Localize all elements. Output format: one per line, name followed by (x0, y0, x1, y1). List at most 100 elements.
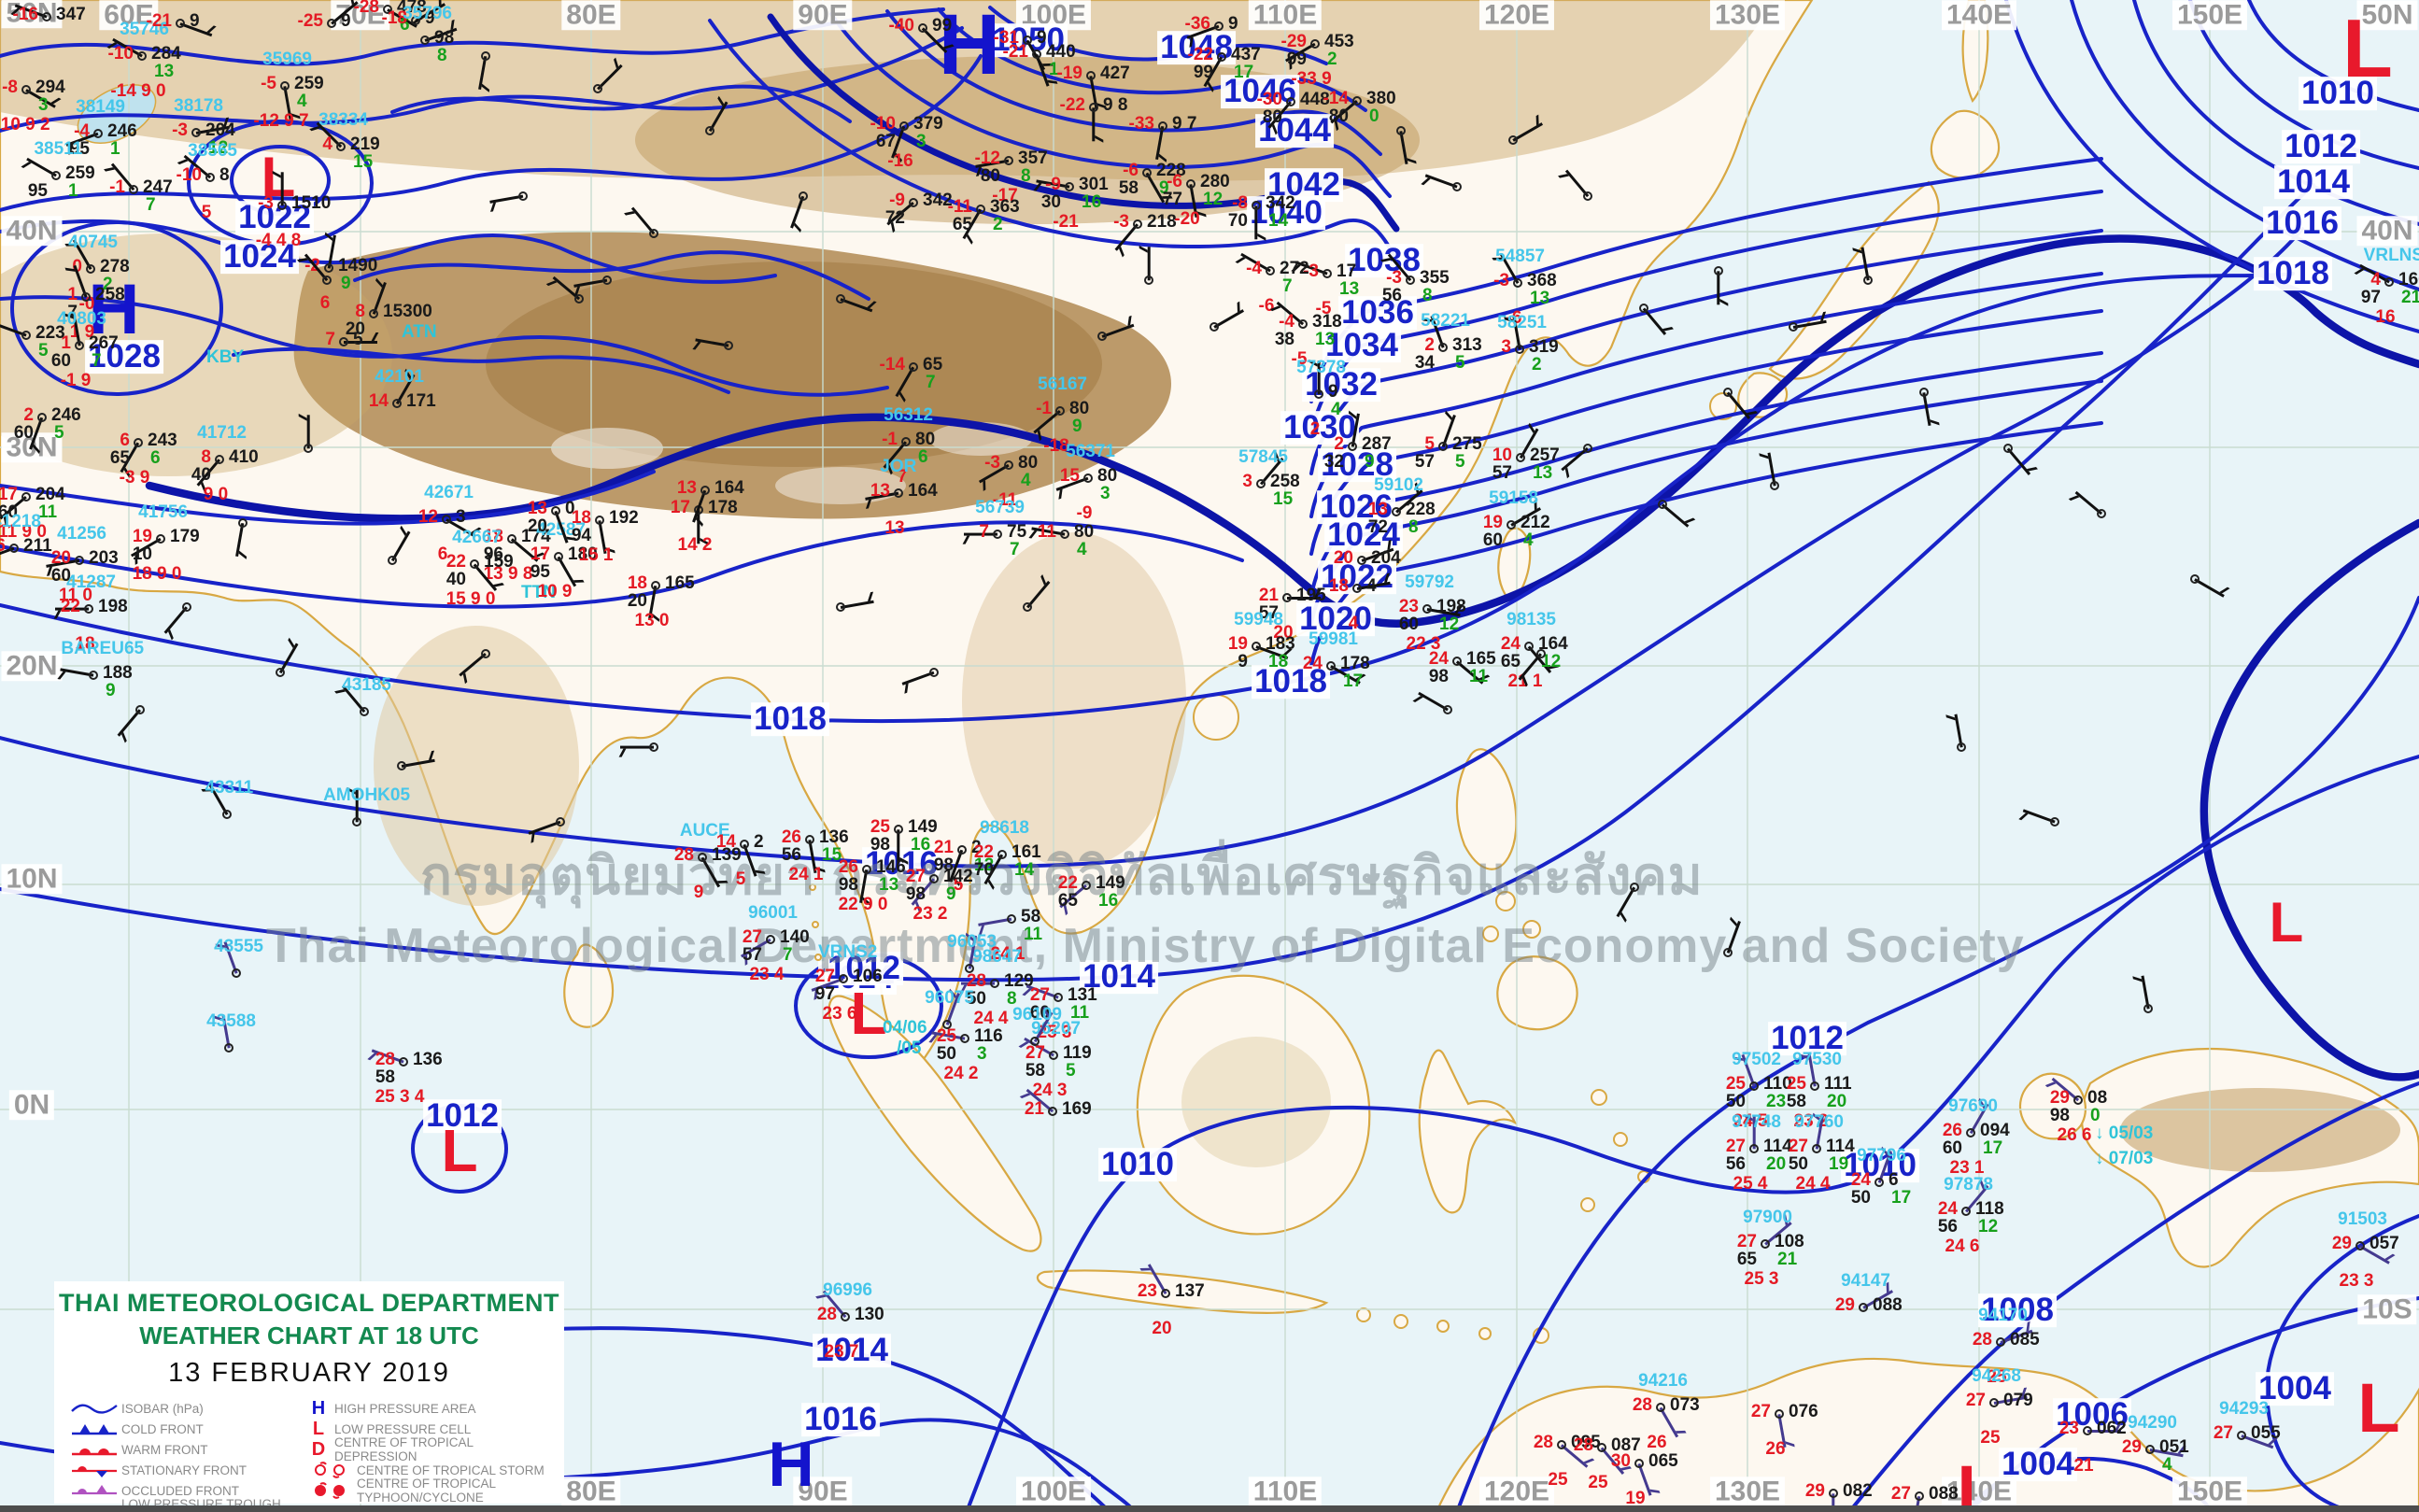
station-value: 65 (1500, 652, 1521, 671)
station-value: 12 (1439, 615, 1460, 634)
station-value: 3 (1501, 337, 1511, 357)
station-circle-icon (862, 865, 871, 874)
station-value: 65 (952, 215, 972, 234)
station-value: 98 (838, 875, 858, 895)
station-value: 130 (855, 1305, 884, 1324)
station-value: 218 (1147, 212, 1177, 232)
island (814, 954, 822, 961)
station-value: 4 (2162, 1455, 2172, 1475)
station-value: 118 (1975, 1199, 2004, 1219)
station-circle-icon (1749, 1144, 1759, 1153)
station-value: 14 (368, 391, 389, 411)
station-value: 70 (973, 860, 994, 880)
grid-label-bottom: 150E (2171, 1477, 2248, 1506)
station-value: 26 (781, 827, 801, 847)
station-value: 9 (1238, 652, 1248, 671)
isobar-line (2004, 0, 2419, 333)
landmass (1036, 1269, 1329, 1314)
station-circle-icon (724, 341, 733, 350)
station-value: 15 (1059, 466, 1080, 486)
station-value: -12 (974, 148, 1000, 168)
station-circle-icon (1812, 1144, 1821, 1153)
station-value: 5 (953, 875, 964, 895)
station-value: 08 (2087, 1088, 2108, 1108)
station-value: -3 (984, 453, 1000, 473)
title-box: THAI METEOROLOGICAL DEPARTMENT WEATHER C… (54, 1281, 564, 1512)
isobar-line (829, 12, 1392, 198)
station-value: 6 (319, 293, 331, 313)
station-value: 67 (875, 132, 896, 151)
station-circle-icon (1282, 593, 1292, 602)
island (1591, 1089, 1607, 1106)
station-circle-icon (1524, 642, 1534, 651)
station-circle-icon (942, 1020, 952, 1029)
station-value: 60 (13, 423, 34, 443)
station-value: 25 (1725, 1074, 1746, 1094)
legend-item-occluded-front: OCCLUDED FRONT (67, 1480, 303, 1501)
station-value: -12 9 7 (253, 111, 309, 131)
station-value: -33 (1128, 114, 1154, 134)
station-value: 18 (627, 573, 647, 593)
station-value: 58 (1021, 907, 1041, 926)
station-value: 275 (1452, 434, 1482, 454)
station-value: 051 (2159, 1437, 2189, 1457)
isobar-value-label: 1012 (423, 1099, 502, 1133)
station-circle-icon (1536, 649, 1546, 658)
station-value: 243 (148, 431, 177, 450)
station-value: 223 (35, 323, 65, 343)
station-value: -9 (889, 191, 905, 210)
station-value: 12 (417, 507, 438, 527)
legend-label: CENTRE OF TROPICAL DEPRESSION (334, 1435, 474, 1463)
station-circle-icon (1252, 201, 1261, 210)
station-value: 97 (2360, 288, 2381, 307)
station-circle-icon (442, 515, 451, 524)
station-value: -4 (1279, 312, 1294, 332)
station-circle-icon (929, 668, 939, 677)
station-value: 58 (1118, 178, 1139, 198)
isobar-value-label: 1012 (2282, 130, 2360, 163)
station-value: 198 (98, 597, 128, 616)
legend-item-H: H HIGH PRESSURE AREA (303, 1398, 557, 1419)
station-value: -10 (870, 114, 896, 134)
station-value: -1 (1036, 399, 1052, 418)
station-value: 1510 (291, 193, 332, 213)
station-circle-icon (574, 294, 584, 304)
station-circle-icon (84, 604, 93, 614)
station-circle-icon (602, 276, 612, 285)
wind-barb-icon (790, 195, 805, 233)
station-value: 192 (609, 508, 639, 528)
station-value: 28 (375, 1050, 395, 1069)
isobar-value-label: 1018 (751, 702, 829, 736)
station-value: 380 (1366, 89, 1396, 108)
isobar-line (0, 227, 2304, 869)
station-value: 267 (89, 333, 119, 353)
wind-barb-icon (2087, 1421, 2123, 1433)
station-value: 211 (23, 536, 52, 556)
station-circle-icon (1634, 1459, 1644, 1468)
grid-label-bottom: 100E (1015, 1477, 1092, 1506)
station-value: 178 (1340, 654, 1370, 673)
station-value: 5 (735, 869, 746, 889)
station-value: 43185 (342, 675, 391, 695)
station-value: 24 (1428, 649, 1449, 669)
station-circle-icon (9, 544, 19, 553)
high-pressure-symbol: H (88, 270, 140, 349)
station-value: 40 (191, 465, 211, 485)
station-value: 171 (406, 391, 436, 411)
station-value: 24 2 (943, 1064, 979, 1083)
station-value: 35969 (262, 49, 312, 69)
station-value: 72 (1367, 517, 1388, 537)
station-circle-icon (1023, 35, 1032, 45)
station-value: 18 (1268, 652, 1289, 671)
bottom-strip (0, 1505, 2419, 1512)
station-value: 12 (208, 138, 229, 158)
station-circle-icon (1583, 444, 1592, 453)
grid-label-right: 10S (2357, 1294, 2417, 1324)
station-value: 99 (1286, 49, 1307, 69)
station-value: -10 (176, 165, 202, 185)
station-value: 22 3 (1406, 634, 1441, 654)
station-circle-icon (1775, 1409, 1784, 1419)
station-value: 56739 (975, 498, 1025, 517)
station-value: 6 (437, 544, 448, 564)
